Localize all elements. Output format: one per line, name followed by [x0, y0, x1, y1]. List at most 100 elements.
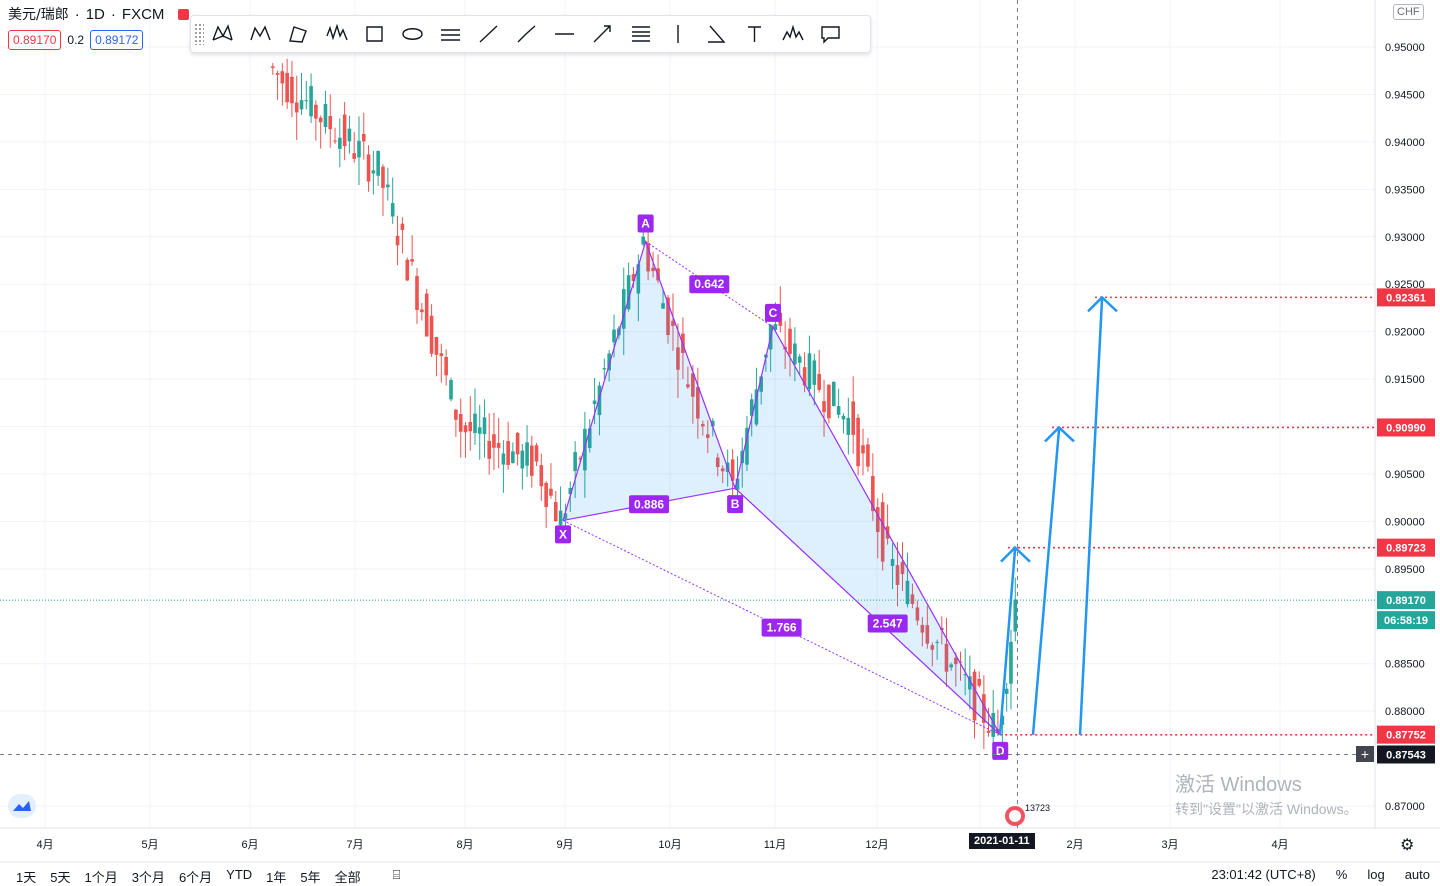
range-button-6[interactable]: 1年: [266, 870, 287, 885]
svg-text:D: D: [996, 744, 1005, 758]
range-button-3[interactable]: 3个月: [131, 870, 165, 885]
candle: [558, 486, 563, 526]
xabcd-pattern-icon[interactable]: [204, 18, 242, 50]
candle: [759, 376, 763, 405]
candle: [935, 639, 939, 660]
pattern-point-c[interactable]: C: [765, 303, 781, 322]
candle: [592, 377, 597, 425]
candle: [463, 421, 468, 458]
ratio-label[interactable]: 0.886: [629, 495, 670, 514]
log-toggle[interactable]: log: [1367, 867, 1385, 882]
candle: [949, 662, 953, 671]
price-tick-label: 0.93000: [1385, 232, 1425, 244]
cypher-pattern-icon[interactable]: [242, 18, 280, 50]
sell-button[interactable]: 0.89170: [8, 30, 62, 50]
ratio-label[interactable]: 0.642: [689, 275, 730, 294]
add-plus-icon[interactable]: +: [1356, 746, 1374, 762]
candle: [597, 381, 602, 436]
candle: [915, 600, 920, 626]
callout-icon[interactable]: [812, 18, 850, 50]
candle: [696, 367, 700, 439]
range-button-8[interactable]: 全部: [334, 870, 361, 885]
rectangle-icon[interactable]: [356, 18, 394, 50]
interval-label[interactable]: 1D: [85, 5, 105, 23]
target-arrow[interactable]: [1031, 425, 1075, 735]
time-tick-label: 2月: [1066, 839, 1083, 851]
candle: [361, 112, 366, 160]
arrow-line-icon[interactable]: [584, 18, 622, 50]
drag-handle-icon[interactable]: [194, 23, 204, 45]
price-axis-label: 0.87752: [1377, 725, 1435, 744]
candle: [715, 453, 720, 477]
candle: [415, 268, 419, 324]
ray-icon[interactable]: [508, 18, 546, 50]
candle: [492, 412, 496, 471]
range-button-1[interactable]: 5天: [50, 870, 71, 885]
pattern-point-x[interactable]: X: [555, 525, 571, 544]
clock-label[interactable]: 23:01:42 (UTC+8): [1211, 867, 1316, 882]
xabcd-pattern[interactable]: X A B C D 0.642 0.886 1.766 2.547: [555, 214, 1009, 760]
range-button-4[interactable]: 6个月: [178, 870, 213, 885]
candle: [285, 58, 289, 109]
price-tick-label: 0.88500: [1385, 659, 1425, 671]
candle: [802, 352, 807, 393]
candle: [920, 617, 925, 647]
head-shoulders-icon[interactable]: [774, 18, 812, 50]
candle: [352, 132, 356, 163]
vertical-line-icon[interactable]: [660, 18, 698, 50]
candle: [323, 90, 328, 134]
candle: [807, 335, 812, 397]
ellipse-icon[interactable]: [394, 18, 432, 50]
pattern-point-b[interactable]: B: [727, 495, 744, 514]
ratio-label[interactable]: 1.766: [761, 618, 802, 637]
text-icon[interactable]: [736, 18, 774, 50]
range-button-7[interactable]: 5年: [300, 870, 321, 885]
go-to-date-icon[interactable]: ⌸: [392, 867, 401, 882]
candle: [410, 235, 414, 266]
candle: [482, 399, 487, 458]
range-button-5[interactable]: YTD: [226, 867, 253, 882]
trend-line-icon[interactable]: [470, 18, 508, 50]
svg-text:0.87543: 0.87543: [1386, 749, 1426, 761]
symbol-name[interactable]: 美元/瑞郎: [8, 7, 69, 23]
candle: [982, 675, 986, 750]
candle: [366, 145, 371, 192]
economic-event-icon[interactable]: 13723: [1005, 803, 1050, 826]
gear-icon[interactable]: ⚙: [1400, 837, 1415, 854]
svg-text:0.886: 0.886: [634, 497, 664, 511]
candle: [831, 381, 836, 407]
time-tick-label: 3月: [1161, 839, 1178, 851]
tradingview-logo-icon[interactable]: [8, 794, 36, 818]
svg-text:X: X: [559, 527, 567, 541]
candle: [1013, 577, 1018, 642]
percent-toggle[interactable]: %: [1335, 867, 1348, 882]
time-tick-label: 4月: [1271, 839, 1288, 851]
abcd-pattern-icon[interactable]: [280, 18, 318, 50]
candle: [720, 465, 725, 484]
horizontal-line-icon[interactable]: [546, 18, 584, 50]
parallel-channel-icon[interactable]: [432, 18, 470, 50]
price-axis-label: 0.89170: [1377, 591, 1435, 610]
candle: [880, 493, 885, 571]
time-tick-label: 4月: [36, 839, 53, 851]
candle: [730, 449, 735, 502]
elliott-wave-icon[interactable]: [318, 18, 356, 50]
candle: [405, 257, 410, 282]
time-tick-label: 11月: [764, 839, 786, 851]
candle: [395, 215, 400, 266]
svg-text:0.642: 0.642: [694, 277, 724, 291]
target-arrow[interactable]: [998, 545, 1031, 735]
pattern-point-a[interactable]: A: [637, 214, 654, 233]
fib-retracement-icon[interactable]: [622, 18, 660, 50]
range-button-2[interactable]: 1个月: [84, 870, 118, 885]
pattern-point-d[interactable]: D: [992, 741, 1009, 760]
ratio-label[interactable]: 2.547: [867, 614, 908, 633]
currency-badge[interactable]: CHF: [1393, 4, 1424, 20]
buy-button[interactable]: 0.89172: [90, 30, 144, 50]
range-button-0[interactable]: 1天: [16, 870, 37, 885]
auto-toggle[interactable]: auto: [1404, 867, 1430, 882]
target-arrow[interactable]: [1078, 295, 1118, 735]
angle-icon[interactable]: [698, 18, 736, 50]
candle: [836, 388, 841, 419]
